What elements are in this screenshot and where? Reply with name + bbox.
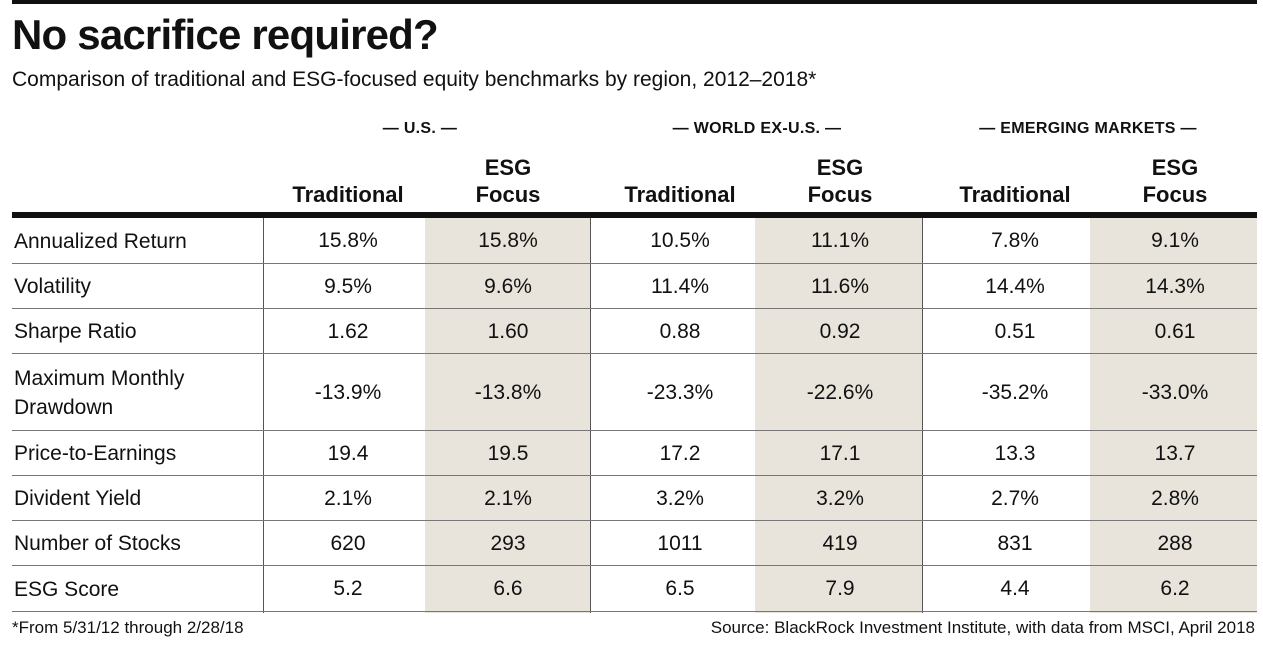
table-cell: 19.4 (327, 441, 369, 465)
row-label: Volatility (14, 275, 92, 298)
column-header: Traditional (959, 182, 1071, 207)
row-divider (12, 520, 1257, 521)
header-rule (12, 212, 1257, 218)
table-cell: 19.5 (487, 441, 529, 465)
row-divider (12, 353, 1257, 354)
table-cell: -22.6% (806, 380, 874, 404)
table-cell: 7.8% (991, 229, 1039, 252)
table-cell: 11.6% (811, 274, 869, 298)
table-cell: 13.3 (994, 441, 1036, 465)
top-rule (12, 0, 1257, 4)
table-cell: 9.6% (484, 274, 532, 298)
row-label: Sharpe Ratio (14, 320, 137, 343)
row-divider (12, 611, 1257, 612)
table-cell: -35.2% (981, 380, 1049, 404)
table-cell: 11.4% (651, 274, 709, 298)
table-cell: 2.8% (1151, 486, 1199, 510)
table-cell: 7.9 (825, 577, 855, 600)
table-cell: 6.6 (493, 577, 523, 600)
table-cell: 620 (330, 531, 366, 555)
row-label: Annualized Return (14, 229, 187, 253)
table-cell: 2.7% (991, 486, 1039, 510)
source-note: Source: BlackRock Investment Institute, … (710, 618, 1255, 637)
footnote: *From 5/31/12 through 2/28/18 (12, 618, 244, 637)
table-cell: 11.1% (811, 229, 869, 252)
table-cell: 13.7 (1154, 441, 1196, 465)
table-cell: 831 (997, 531, 1033, 555)
table-cell: 293 (490, 531, 526, 555)
chart-subtitle: Comparison of traditional and ESG-focuse… (12, 68, 817, 91)
table-cell: -13.9% (314, 380, 382, 404)
row-label: ESG Score (14, 577, 120, 601)
table-cell: 6.5 (665, 577, 695, 600)
table-cell: 0.51 (994, 319, 1036, 343)
column-divider (922, 218, 923, 613)
table-cell: 17.1 (819, 441, 861, 465)
table-cell: 1.62 (327, 319, 369, 343)
table-cell: -13.8% (474, 380, 542, 404)
table-cell: 15.8% (318, 229, 378, 252)
chart-title: No sacrifice required? (12, 11, 439, 58)
table-cell: 3.2% (656, 486, 704, 510)
esg-column-shade (1090, 218, 1257, 613)
row-label: Number of Stocks (14, 532, 181, 555)
table-cell: 6.2 (1160, 577, 1190, 600)
group-header: — WORLD EX-U.S. — (672, 120, 842, 137)
table-cell: 1.60 (487, 319, 529, 343)
group-header: — U.S. — (382, 120, 458, 137)
row-label: Maximum Monthly Drawdown (14, 366, 185, 419)
row-divider (12, 263, 1257, 264)
column-divider (590, 218, 591, 613)
table-cell: 5.2 (333, 577, 363, 600)
table-cell: 0.88 (659, 319, 701, 343)
table-cell: 15.8% (478, 229, 538, 252)
table-cell: 419 (822, 531, 858, 555)
esg-column-shade (755, 218, 922, 613)
row-divider (12, 308, 1257, 309)
row-divider (12, 565, 1257, 566)
table-cell: 0.92 (819, 319, 861, 343)
group-header: — EMERGING MARKETS — (979, 120, 1197, 137)
table-cell: 9.1% (1151, 229, 1199, 252)
row-divider (12, 475, 1257, 476)
row-label: Divident Yield (14, 487, 142, 510)
table-cell: -23.3% (646, 380, 714, 404)
table-cell: 17.2 (659, 441, 701, 465)
table-cell: 14.4% (985, 274, 1045, 298)
table-cell: 1011 (657, 531, 703, 555)
row-label: Price-to-Earnings (14, 442, 177, 465)
table-cell: 2.1% (324, 486, 372, 510)
column-header: ESG Focus (807, 155, 873, 207)
column-divider (263, 218, 264, 613)
table-cell: 0.61 (1154, 319, 1196, 343)
table-cell: 9.5% (324, 274, 372, 298)
table-cell: 10.5% (650, 229, 710, 252)
table-cell: -33.0% (1141, 380, 1209, 404)
table-cell: 4.4 (1000, 577, 1030, 600)
esg-column-shade (425, 218, 590, 613)
table-cell: 288 (1157, 531, 1193, 555)
column-header: ESG Focus (1142, 155, 1208, 207)
column-header: ESG Focus (475, 155, 541, 207)
table-cell: 2.1% (484, 486, 532, 510)
table-cell: 3.2% (816, 486, 864, 510)
column-header: Traditional (624, 182, 736, 207)
table-cell: 14.3% (1145, 274, 1205, 298)
row-divider (12, 430, 1257, 431)
column-header: Traditional (292, 182, 404, 207)
